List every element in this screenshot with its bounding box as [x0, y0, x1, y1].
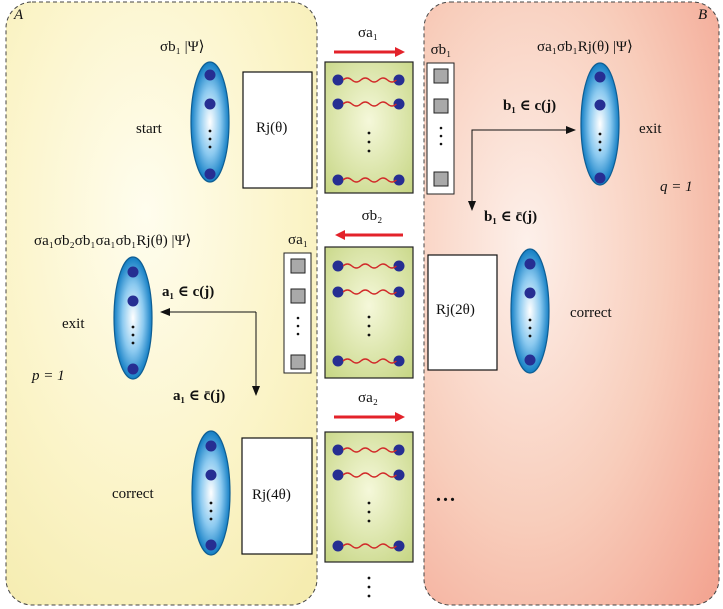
q-label: q = 1	[660, 179, 693, 195]
central-register-3	[324, 431, 414, 563]
arrow-label-sigma-b2: σb₂	[361, 208, 383, 224]
register-stack-b1	[426, 62, 455, 195]
condition-b-in-cbar: b₁ ∈ c̄(j)	[484, 209, 538, 225]
ellipse-correct-b	[510, 248, 550, 374]
panel-b-label: B	[698, 7, 708, 23]
rotation-box-1	[242, 71, 313, 189]
state-top-right: σa₁σb₁Rj(θ) |Ψ⟩	[537, 39, 633, 55]
arrow-label-sigma-a2: σa₂	[358, 390, 378, 406]
panel-a	[5, 1, 318, 606]
ellipse-exit-a	[113, 256, 153, 380]
exit-label-a: exit	[62, 316, 85, 332]
condition-b-in-c: b₁ ∈ c(j)	[503, 98, 557, 114]
ellipse-exit-b	[580, 62, 620, 186]
rotation-1-label: Rj(θ)	[256, 120, 288, 136]
panel-a-label: A	[14, 7, 24, 23]
rotation-box-4	[241, 437, 313, 555]
register-label-b1: σb₁	[430, 42, 452, 58]
correct-label-a: correct	[112, 486, 154, 502]
arrow-to-exit-b	[471, 126, 576, 200]
rotation-box-2	[427, 254, 498, 371]
condition-a-in-cbar: a₁ ∈ c̄(j)	[173, 388, 226, 404]
ellipse-correct-a	[191, 430, 231, 556]
ellipsis-right: ...	[436, 484, 457, 506]
exit-label-b: exit	[639, 121, 662, 137]
condition-a-in-c: a₁ ∈ c(j)	[162, 284, 215, 300]
start-label: start	[136, 121, 162, 137]
p-label: p = 1	[32, 368, 65, 384]
correct-label-b: correct	[570, 305, 612, 321]
central-register-2	[324, 246, 414, 379]
more-registers-dots	[367, 576, 371, 598]
ellipse-start	[190, 61, 230, 183]
arrow-label-sigma-a1: σa₁	[358, 25, 378, 41]
state-left: σa₁σb₂σb₁σa₁σb₁Rj(θ) |Ψ⟩	[34, 233, 192, 249]
rotation-4-label: Rj(4θ)	[252, 487, 291, 503]
register-stack-a1	[283, 252, 312, 374]
register-label-a1: σa₁	[288, 232, 308, 248]
rotation-2-label: Rj(2θ)	[436, 302, 475, 318]
panel-b	[423, 1, 720, 606]
central-register-1	[324, 61, 414, 194]
state-top-left: σb₁ |Ψ⟩	[160, 39, 205, 55]
